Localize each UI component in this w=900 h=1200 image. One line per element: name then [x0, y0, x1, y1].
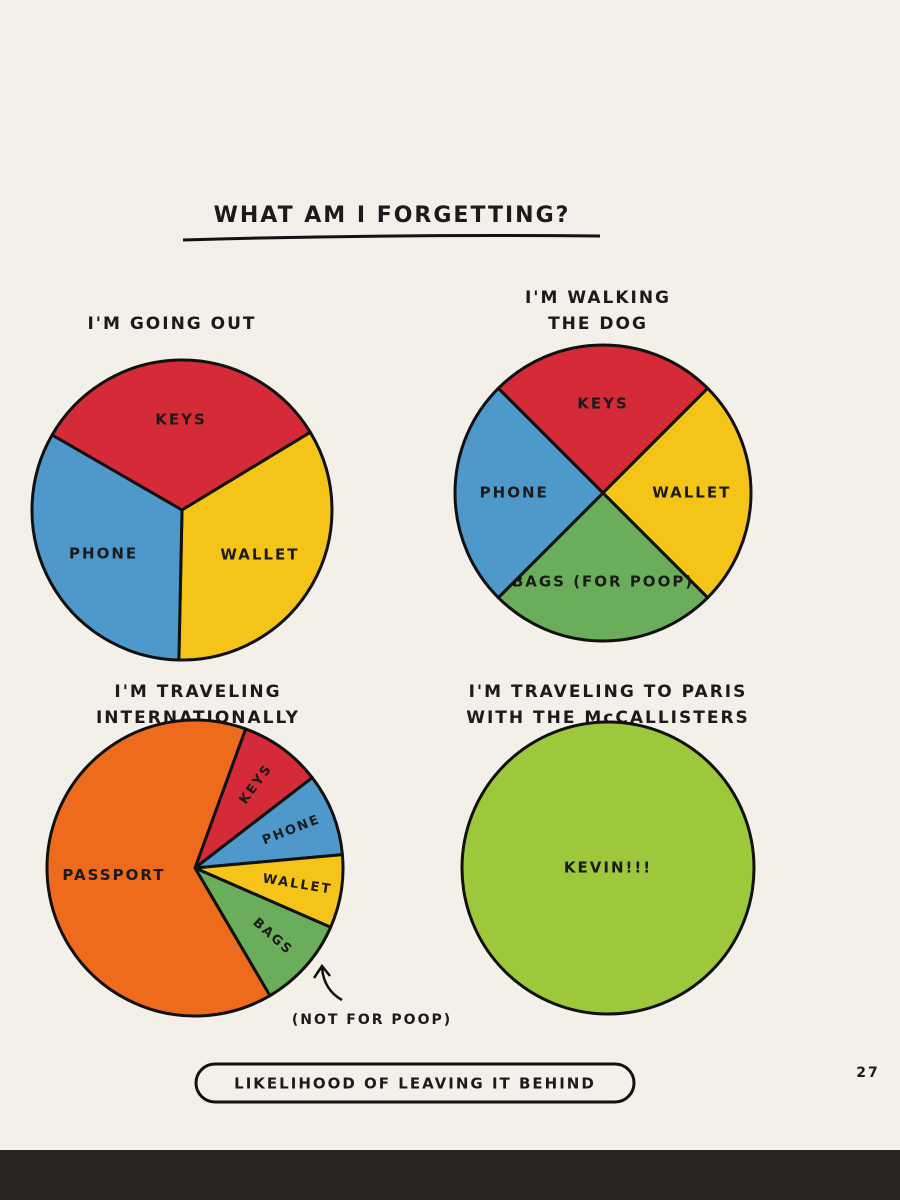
pie-slice — [193, 776, 344, 870]
caption: LIKELIHOOD OF LEAVING IT BEHIND — [234, 1075, 596, 1093]
chart-title: I'M GOING OUT — [87, 314, 256, 334]
pie-slice — [50, 358, 312, 512]
slice-label: WALLET — [652, 484, 731, 502]
pie-slice — [496, 343, 710, 495]
title-underline — [182, 234, 601, 242]
slice-label: PHONE — [69, 545, 138, 563]
page-number: 27 — [856, 1065, 879, 1081]
chart-title: I'M TRAVELING TO PARIS — [469, 682, 748, 702]
chart-title: WITH THE McCALLISTERS — [466, 708, 750, 728]
pie-slice — [460, 720, 756, 1016]
pie-slice — [45, 718, 272, 1018]
pie-slice — [193, 866, 333, 998]
slice-label: BAGS (FOR POOP) — [512, 572, 694, 590]
slice-label: KEYS — [155, 411, 207, 429]
pie-slice — [193, 727, 314, 870]
caption-box — [194, 1062, 636, 1104]
annotation-arrow — [312, 963, 343, 1002]
chart-title: INTERNATIONALLY — [96, 708, 300, 728]
chart-title: I'M WALKING — [525, 288, 671, 308]
page-title: WHAT AM I FORGETTING? — [214, 203, 571, 228]
pie-slice — [601, 386, 753, 600]
chart-title: THE DOG — [548, 314, 648, 334]
pie-slice — [453, 386, 605, 600]
slice-label: KEYS — [577, 395, 629, 413]
slice-label: PASSPORT — [62, 866, 165, 884]
chart-title: I'M TRAVELING — [114, 682, 281, 702]
slice-label: KEVIN!!! — [564, 859, 652, 877]
slice-label: PHONE — [480, 484, 549, 502]
pie-slice — [30, 433, 184, 662]
pie-slice — [177, 430, 334, 662]
annotation: (NOT FOR POOP) — [292, 1012, 452, 1028]
slice-label: WALLET — [220, 546, 299, 564]
pie-slice — [496, 491, 710, 643]
